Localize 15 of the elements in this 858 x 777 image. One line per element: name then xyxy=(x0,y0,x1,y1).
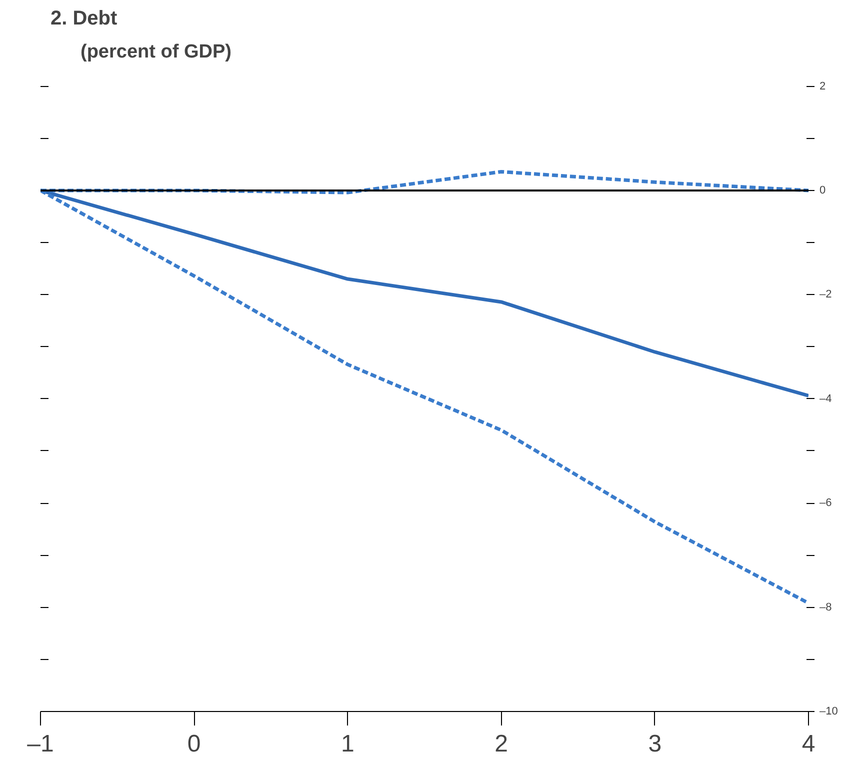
x-tick-label: 3 xyxy=(648,730,662,758)
y-tick-label: 2 xyxy=(820,80,826,92)
x-tick-label: 1 xyxy=(341,730,354,758)
x-tick-label: 2 xyxy=(494,730,508,758)
y-tick-label: –2 xyxy=(820,288,832,301)
y-tick-label: –6 xyxy=(820,497,832,510)
y-tick-label: 0 xyxy=(820,184,826,196)
y-tick-label: –8 xyxy=(820,601,832,614)
y-tick-label: –4 xyxy=(820,392,832,405)
x-tick-label: –1 xyxy=(27,730,54,758)
chart-subtitle: (percent of GDP) xyxy=(80,42,232,62)
x-tick-label: 0 xyxy=(187,730,201,758)
y-tick-label: –10 xyxy=(820,706,838,718)
x-tick-label: 4 xyxy=(802,730,816,758)
chart-title: 2. Debt xyxy=(50,8,118,30)
